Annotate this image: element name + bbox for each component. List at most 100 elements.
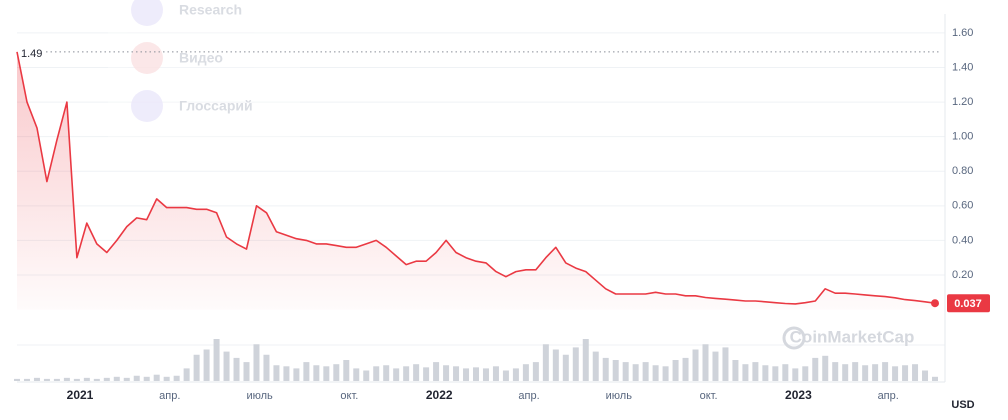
menu-icon xyxy=(131,90,163,122)
volume-bar xyxy=(293,368,300,381)
volume-bar xyxy=(313,365,320,381)
volume-bar xyxy=(782,364,789,381)
last-label-bg xyxy=(947,294,990,313)
volume-bar xyxy=(742,364,749,381)
volume-bar xyxy=(752,362,759,381)
volume-bar xyxy=(822,355,829,381)
x-tick-label: апр. xyxy=(159,390,180,402)
volume-bar xyxy=(622,362,629,381)
volume-bar xyxy=(273,365,280,381)
volume-bar xyxy=(223,351,230,381)
watermark-logo xyxy=(782,326,806,350)
volume-bar xyxy=(423,367,430,381)
x-tick-label: июль xyxy=(606,390,633,402)
volume-bar xyxy=(912,364,919,381)
volume-bar xyxy=(113,376,120,381)
volume-bar xyxy=(163,376,170,381)
volume-bar xyxy=(662,366,669,381)
volume-bar xyxy=(83,377,90,381)
volume-bar xyxy=(103,377,110,381)
volume-bar xyxy=(403,366,410,381)
volume-bar xyxy=(802,366,809,381)
volume-bar xyxy=(592,351,599,381)
menu-item[interactable]: Глоссарий xyxy=(179,98,253,114)
last-label: 0.037 xyxy=(954,298,982,310)
volume-bar xyxy=(612,360,619,381)
x-tick-label: июль xyxy=(246,390,273,402)
last-point xyxy=(931,299,939,308)
menu-item[interactable]: Research xyxy=(179,2,242,18)
volume-bar xyxy=(43,378,50,381)
price-area xyxy=(17,51,935,310)
volume-bar xyxy=(303,362,310,381)
volume-bar xyxy=(882,362,889,381)
price-line xyxy=(16,51,936,305)
volume-bar xyxy=(762,365,769,381)
volume-bar xyxy=(263,354,270,381)
volume-bar xyxy=(473,367,479,381)
y-tick-label: 0.80 xyxy=(952,165,973,177)
x-tick-label: окт. xyxy=(340,390,358,402)
volume-bar xyxy=(14,378,20,381)
menu-icon xyxy=(131,42,163,74)
volume-bar xyxy=(283,366,290,381)
volume-bar xyxy=(642,362,649,381)
y-tick-label: 0.60 xyxy=(952,200,973,212)
x-tick-label: окт. xyxy=(700,390,718,402)
volume-bar xyxy=(562,354,569,381)
volume-bar xyxy=(852,362,859,381)
volume-bar xyxy=(892,366,899,381)
y-tick-label: 1.40 xyxy=(952,61,973,73)
volume-bar xyxy=(512,368,519,381)
y-tick-label: 1.60 xyxy=(952,27,973,39)
volume-bar xyxy=(63,377,70,381)
volume-bar xyxy=(173,375,180,381)
volume-bar xyxy=(832,362,839,381)
volume-bar xyxy=(443,365,450,381)
volume-bar xyxy=(133,375,140,381)
volume-bar xyxy=(682,357,689,381)
volume-bar xyxy=(732,360,739,381)
volume-bar xyxy=(632,364,639,381)
volume-bar xyxy=(183,368,190,381)
volume-bar xyxy=(602,357,609,381)
y-tick-label: 0.40 xyxy=(952,234,973,246)
max-label: 1.49 xyxy=(21,48,42,60)
volume-bar xyxy=(872,364,879,381)
menu-icon xyxy=(131,0,163,26)
volume-bar xyxy=(922,370,929,381)
volume-bar xyxy=(902,365,909,381)
y-tick-label: 0.20 xyxy=(952,269,973,281)
volume-bar xyxy=(522,364,529,381)
x-tick-label: апр. xyxy=(878,390,899,402)
volume-bar xyxy=(482,368,489,381)
volume-bar xyxy=(772,366,779,381)
volume-bar xyxy=(932,376,938,381)
volume-bar xyxy=(93,378,100,381)
volume-bar xyxy=(552,349,559,381)
currency: USD xyxy=(951,399,974,411)
volume-bar xyxy=(502,370,509,381)
volume-bar xyxy=(233,357,240,381)
watermark: CoinMarketCap xyxy=(790,327,915,346)
volume-bar xyxy=(862,365,869,381)
y-tick-label: 1.00 xyxy=(952,131,973,143)
volume-bar xyxy=(582,339,589,381)
volume-bar xyxy=(73,378,80,381)
volume-bar xyxy=(353,368,360,381)
volume-bar xyxy=(692,349,699,381)
volume-bar xyxy=(542,344,549,381)
volume-bar xyxy=(393,368,400,381)
volume-bar xyxy=(23,378,30,381)
volume-bar xyxy=(842,364,849,381)
volume-bar xyxy=(373,366,380,381)
x-tick-label: 2021 xyxy=(67,388,94,402)
volume-bar xyxy=(672,360,679,381)
menu-overlay: Research Видео Глоссарий xyxy=(108,0,300,145)
menu-item[interactable]: Видео xyxy=(179,50,223,66)
volume-bar xyxy=(413,364,420,381)
volume-bar xyxy=(193,354,200,381)
volume-bar xyxy=(433,362,440,381)
x-tick-label: апр. xyxy=(518,390,539,402)
